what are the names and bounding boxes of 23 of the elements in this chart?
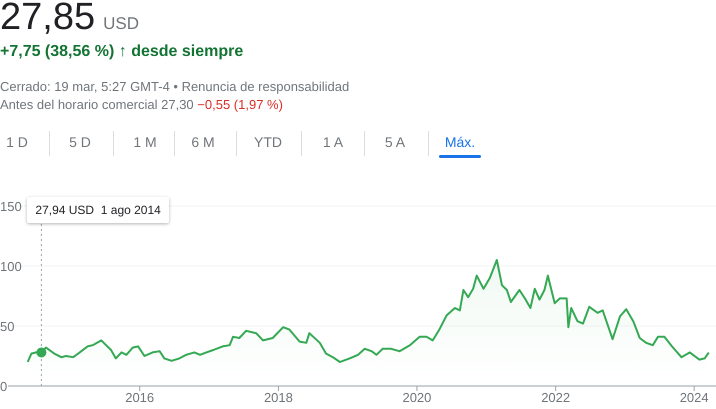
text: 5 A — [384, 134, 406, 150]
annotation: 27,94 USD 1 ago 2014 — [27, 197, 169, 223]
text: YTD — [253, 134, 283, 150]
x-tick-label: 2018 — [264, 390, 293, 406]
text: −0,55 (1,97 %) — [197, 97, 283, 112]
text: 1 D — [5, 134, 29, 150]
x-tick-label: 2022 — [541, 390, 570, 406]
y-tick-label: 100 — [0, 259, 22, 274]
x-tick-label: 2020 — [402, 390, 432, 406]
y-tick-label: 150 — [0, 199, 22, 214]
text: Cerrado: 19 mar, 5:27 GMT-4 • Renuncia de responsabilidad — [0, 79, 350, 94]
text: Máx. — [444, 134, 476, 150]
x-tick-label: 2024 — [680, 390, 709, 406]
x-tick-label: 2016 — [125, 390, 154, 406]
y-tick-label: 0 — [0, 379, 8, 394]
text: 6 M — [190, 134, 216, 150]
chart-title: 27,85 USD — [0, 0, 139, 39]
text: 1 A — [322, 134, 344, 150]
chart-subtitle: +7,75 (38,56 %) ↑ desde siempre — [0, 43, 244, 61]
text: 5 D — [68, 134, 92, 150]
y-tick-label: 50 — [0, 319, 14, 334]
text: Antes del horario comercial 27,30 — [0, 97, 194, 112]
text: 1 M — [132, 134, 158, 150]
